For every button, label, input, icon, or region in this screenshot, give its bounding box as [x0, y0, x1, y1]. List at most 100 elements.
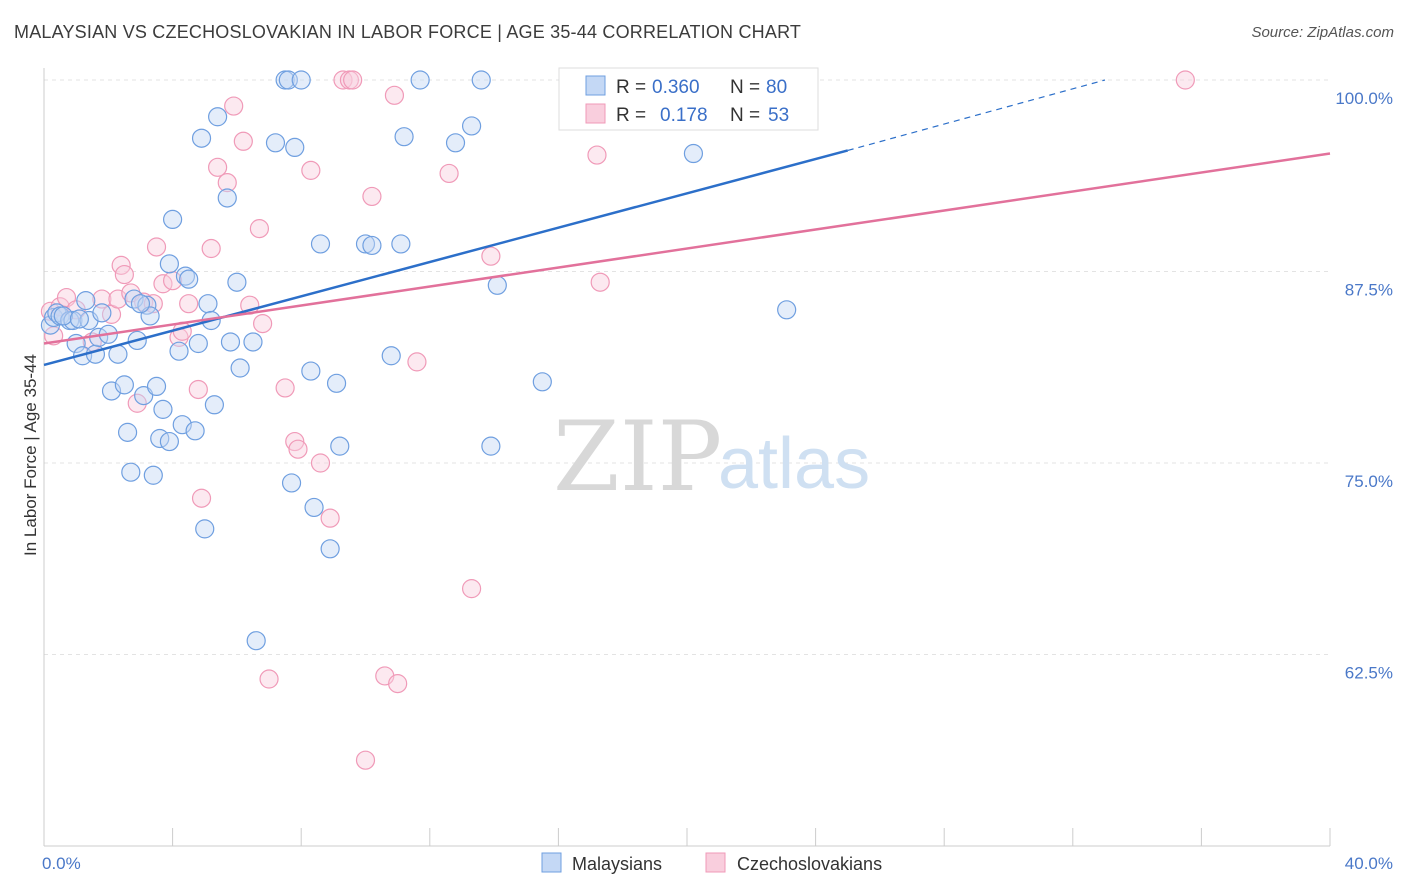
y-tick-label-0: 100.0% [1335, 89, 1393, 108]
point-czechoslovakians-48 [461, 579, 482, 599]
point-malaysians-56 [304, 497, 324, 518]
point-malaysians-41 [204, 395, 224, 415]
point-malaysians-63 [381, 346, 401, 366]
legend-n-label-1: N = [730, 77, 760, 98]
point-malaysians-53 [285, 137, 305, 158]
point-malaysians-27 [153, 399, 173, 419]
point-malaysians-76 [777, 300, 797, 320]
x-tick-min: 0.0% [42, 854, 81, 873]
point-malaysians-58 [320, 539, 340, 559]
point-malaysians-28 [159, 431, 179, 452]
point-malaysians-46 [230, 358, 250, 378]
point-czechoslovakians-27 [233, 131, 253, 151]
trend-line-malaysians [43, 149, 849, 367]
point-czechoslovakians-32 [275, 378, 295, 398]
point-czechoslovakians-6 [92, 289, 112, 309]
point-malaysians-64 [391, 234, 411, 254]
bottom-legend-swatch-czechoslovakians [705, 852, 726, 873]
point-czechoslovakians-41 [355, 750, 376, 770]
point-malaysians-77 [53, 306, 73, 326]
point-malaysians-29 [159, 254, 179, 274]
y-tick-label-3: 62.5% [1345, 664, 1393, 683]
point-czechoslovakians-26 [224, 96, 244, 116]
point-malaysians-52 [281, 473, 302, 493]
malaysians-points [40, 70, 797, 651]
point-malaysians-54 [291, 70, 311, 90]
legend-n-label-2: N = [730, 105, 760, 126]
bottom-legend-czechoslovakians: Czechoslovakians [737, 854, 882, 874]
trend-lines [43, 79, 1331, 367]
point-malaysians-59 [326, 373, 347, 393]
point-malaysians-72 [532, 372, 552, 392]
point-malaysians-30 [163, 209, 183, 230]
point-czechoslovakians-45 [388, 674, 408, 694]
point-malaysians-78 [69, 309, 89, 329]
point-malaysians-68 [461, 116, 482, 136]
point-malaysians-12 [92, 303, 112, 323]
point-czechoslovakians-52 [1175, 70, 1195, 90]
point-czechoslovakians-38 [333, 70, 353, 90]
point-czechoslovakians-40 [343, 70, 363, 90]
stats-legend: R = 0.360 N = 80 R = 0.178 N = 53 [558, 67, 819, 131]
point-malaysians-42 [208, 107, 228, 127]
point-malaysians-75 [683, 143, 704, 164]
legend-swatch-malaysians [585, 75, 606, 96]
trend-line-czechoslovakians [43, 152, 1331, 345]
legend-r-label-1: R = [616, 77, 646, 98]
point-malaysians-55 [301, 361, 321, 381]
point-czechoslovakians-15 [146, 237, 167, 257]
point-malaysians-67 [445, 133, 466, 153]
point-malaysians-79 [130, 294, 151, 314]
bottom-legend-swatch-malaysians [541, 852, 562, 873]
x-tick-labels: 0.0% 40.0% [42, 854, 1393, 873]
series-legend: Malaysians Czechoslovakians [541, 852, 882, 874]
point-malaysians-44 [220, 332, 241, 352]
point-czechoslovakians-21 [188, 379, 208, 400]
y-tick-label-1: 87.5% [1345, 281, 1393, 300]
point-czechoslovakians-20 [179, 294, 199, 314]
point-czechoslovakians-42 [362, 186, 382, 207]
legend-swatch-czechoslovakians [585, 103, 606, 124]
point-czechoslovakians-31 [259, 669, 279, 689]
point-malaysians-71 [487, 275, 507, 295]
point-malaysians-25 [146, 376, 167, 396]
point-czechoslovakians-37 [320, 508, 340, 528]
watermark-zip: ZIP [553, 401, 722, 513]
chart-title: MALAYSIAN VS CZECHOSLOVAKIAN IN LABOR FO… [14, 22, 802, 42]
point-malaysians-16 [114, 375, 134, 395]
point-malaysians-10 [85, 344, 106, 364]
point-malaysians-70 [481, 436, 501, 456]
point-malaysians-22 [137, 295, 157, 315]
point-czechoslovakians-24 [208, 157, 228, 177]
y-tick-label-2: 75.0% [1345, 472, 1393, 491]
point-malaysians-38 [195, 519, 215, 539]
point-malaysians-57 [310, 234, 331, 254]
point-czechoslovakians-47 [439, 163, 459, 184]
point-malaysians-31 [169, 341, 189, 361]
source-label: Source: ZipAtlas.com [1251, 24, 1394, 41]
point-malaysians-33 [175, 266, 196, 286]
point-malaysians-62 [362, 235, 382, 256]
point-malaysians-65 [394, 127, 414, 147]
trend-line-malaysians-extension [847, 79, 1106, 152]
x-tick-max: 40.0% [1345, 854, 1393, 873]
point-malaysians-47 [243, 332, 263, 352]
point-malaysians-43 [217, 188, 237, 208]
watermark-atlas: atlas [718, 424, 870, 504]
point-czechoslovakians-44 [384, 85, 405, 105]
point-malaysians-35 [185, 421, 205, 441]
point-czechoslovakians-10 [114, 264, 134, 285]
point-malaysians-34 [179, 269, 199, 289]
point-czechoslovakians-22 [191, 488, 212, 508]
point-malaysians-36 [188, 333, 208, 354]
legend-r-value-1: 0.360 [652, 77, 700, 98]
point-czechoslovakians-34 [288, 439, 308, 459]
legend-r-value-2: 0.178 [660, 105, 708, 126]
point-malaysians-66 [410, 70, 430, 90]
point-malaysians-5 [63, 310, 83, 331]
point-czechoslovakians-36 [310, 453, 331, 473]
point-malaysians-18 [121, 462, 141, 482]
axes [43, 68, 1331, 847]
point-malaysians-17 [117, 422, 138, 442]
legend-r-label-2: R = [616, 105, 646, 126]
